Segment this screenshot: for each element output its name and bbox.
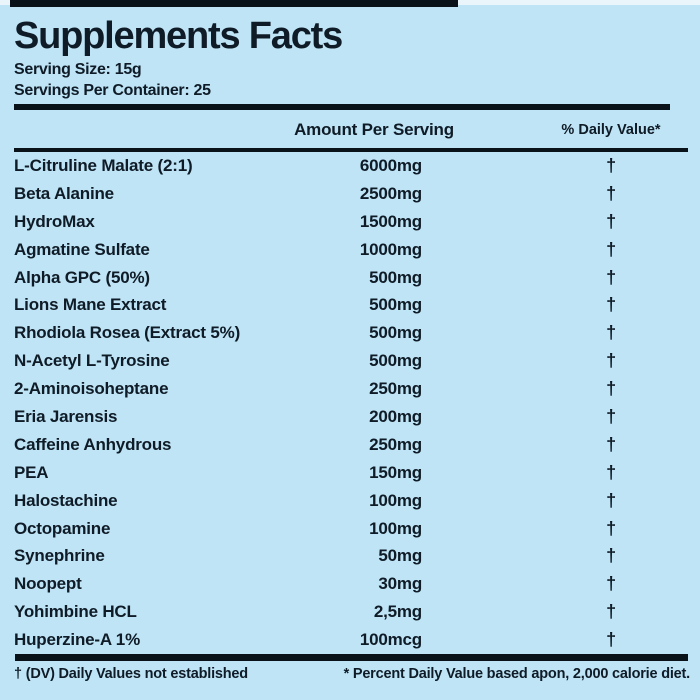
ingredient-amount: 100mg <box>369 518 422 538</box>
table-row: Noopept 30mg † <box>14 570 688 598</box>
daily-value-dagger: † <box>606 350 616 371</box>
daily-value-dagger: † <box>606 545 616 566</box>
ingredient-name: Octopamine <box>14 518 111 538</box>
ingredient-name: Agmatine Sulfate <box>14 239 150 259</box>
table-row: Lions Mane Extract 500mg † <box>14 291 688 319</box>
ingredient-name: Synephrine <box>14 546 105 566</box>
ingredient-name: 2-Aminoisoheptane <box>14 379 169 399</box>
ingredient-name: Eria Jarensis <box>14 406 118 426</box>
table-row: Agmatine Sulfate 1000mg † <box>14 236 688 264</box>
header-divider <box>14 148 688 152</box>
ingredient-amount: 100mg <box>369 490 422 510</box>
ingredient-amount: 500mg <box>369 295 422 315</box>
ingredients-table: L-Citruline Malate (2:1) 6000mg † Beta A… <box>14 152 688 654</box>
daily-value-dagger: † <box>606 490 616 511</box>
ingredient-name: Huperzine-A 1% <box>14 630 140 650</box>
table-row: Huperzine-A 1% 100mcg † <box>14 626 688 654</box>
ingredient-amount: 2500mg <box>359 183 422 203</box>
table-row: Beta Alanine 2500mg † <box>14 180 688 208</box>
table-row: 2-Aminoisoheptane 250mg † <box>14 375 688 403</box>
page-title: Supplements Facts <box>14 15 343 57</box>
ingredient-name: PEA <box>14 462 49 482</box>
table-row: Synephrine 50mg † <box>14 542 688 570</box>
ingredient-amount: 150mg <box>369 462 422 482</box>
daily-value-dagger: † <box>606 267 616 287</box>
footnotes: † (DV) Daily Values not established * Pe… <box>14 666 690 682</box>
table-row: Halostachine 100mg † <box>14 487 688 515</box>
daily-value-dagger: † <box>606 211 616 232</box>
ingredient-amount: 30mg <box>378 574 422 594</box>
ingredient-amount: 500mg <box>369 267 422 287</box>
table-row: Caffeine Anhydrous 250mg † <box>14 431 688 459</box>
daily-value-column-header: % Daily Value* <box>561 122 661 138</box>
serving-size-text: Serving Size: 15g <box>14 61 142 78</box>
ingredient-name: L-Citruline Malate (2:1) <box>14 155 193 175</box>
ingredient-name: Rhodiola Rosea (Extract 5%) <box>14 323 241 343</box>
table-row: Yohimbine HCL 2,5mg † <box>14 598 688 626</box>
ingredient-amount: 250mg <box>369 379 422 399</box>
daily-value-dagger: † <box>606 239 616 260</box>
ingredient-amount: 1500mg <box>359 211 422 231</box>
daily-value-dagger: † <box>606 601 616 622</box>
ingredient-name: Beta Alanine <box>14 183 114 203</box>
daily-value-dagger: † <box>606 518 616 539</box>
daily-value-dagger: † <box>606 155 616 176</box>
ingredient-amount: 1000mg <box>359 239 422 259</box>
ingredient-name: HydroMax <box>14 211 95 231</box>
ingredient-name: Yohimbine HCL <box>14 602 137 622</box>
ingredient-amount: 250mg <box>369 434 422 454</box>
daily-value-dagger: † <box>606 183 616 204</box>
table-row: N-Acetyl L-Tyrosine 500mg † <box>14 347 688 375</box>
ingredient-name: Caffeine Anhydrous <box>14 434 172 454</box>
ingredient-name: Lions Mane Extract <box>14 295 167 315</box>
ingredient-amount: 2,5mg <box>373 602 422 622</box>
ingredient-name: Alpha GPC (50%) <box>14 267 150 287</box>
table-row: Octopamine 100mg † <box>14 515 688 543</box>
table-row: Alpha GPC (50%) 500mg † <box>14 264 688 292</box>
daily-value-dagger: † <box>606 378 616 399</box>
daily-value-dagger: † <box>606 406 616 427</box>
thick-divider-top <box>14 104 670 110</box>
daily-value-dagger: † <box>606 294 616 315</box>
amount-column-header: Amount Per Serving <box>294 120 454 139</box>
daily-value-dagger: † <box>606 629 616 650</box>
table-row: Eria Jarensis 200mg † <box>14 403 688 431</box>
ingredient-name: Halostachine <box>14 490 118 510</box>
ingredient-amount: 100mcg <box>359 630 422 650</box>
percent-footnote: * Percent Daily Value based apon, 2,000 … <box>343 666 691 682</box>
top-black-bar <box>10 0 458 7</box>
daily-value-dagger: † <box>606 434 616 455</box>
table-row: L-Citruline Malate (2:1) 6000mg † <box>14 152 688 180</box>
ingredient-amount: 200mg <box>369 406 422 426</box>
daily-value-dagger: † <box>606 462 616 483</box>
ingredient-amount: 500mg <box>369 323 422 343</box>
dv-footnote: † (DV) Daily Values not established <box>14 666 248 682</box>
daily-value-dagger: † <box>606 573 616 594</box>
thick-divider-bottom <box>15 654 688 661</box>
daily-value-dagger: † <box>606 322 616 343</box>
ingredient-name: N-Acetyl L-Tyrosine <box>14 351 170 371</box>
ingredient-amount: 6000mg <box>359 155 422 175</box>
ingredient-amount: 50mg <box>378 546 422 566</box>
servings-per-container-text: Servings Per Container: 25 <box>14 82 211 99</box>
table-row: Rhodiola Rosea (Extract 5%) 500mg † <box>14 319 688 347</box>
ingredient-name: Noopept <box>14 574 82 594</box>
table-header-row: Amount Per Serving % Daily Value* <box>14 115 688 145</box>
table-row: HydroMax 1500mg † <box>14 208 688 236</box>
table-row: PEA 150mg † <box>14 459 688 487</box>
ingredient-amount: 500mg <box>369 351 422 371</box>
